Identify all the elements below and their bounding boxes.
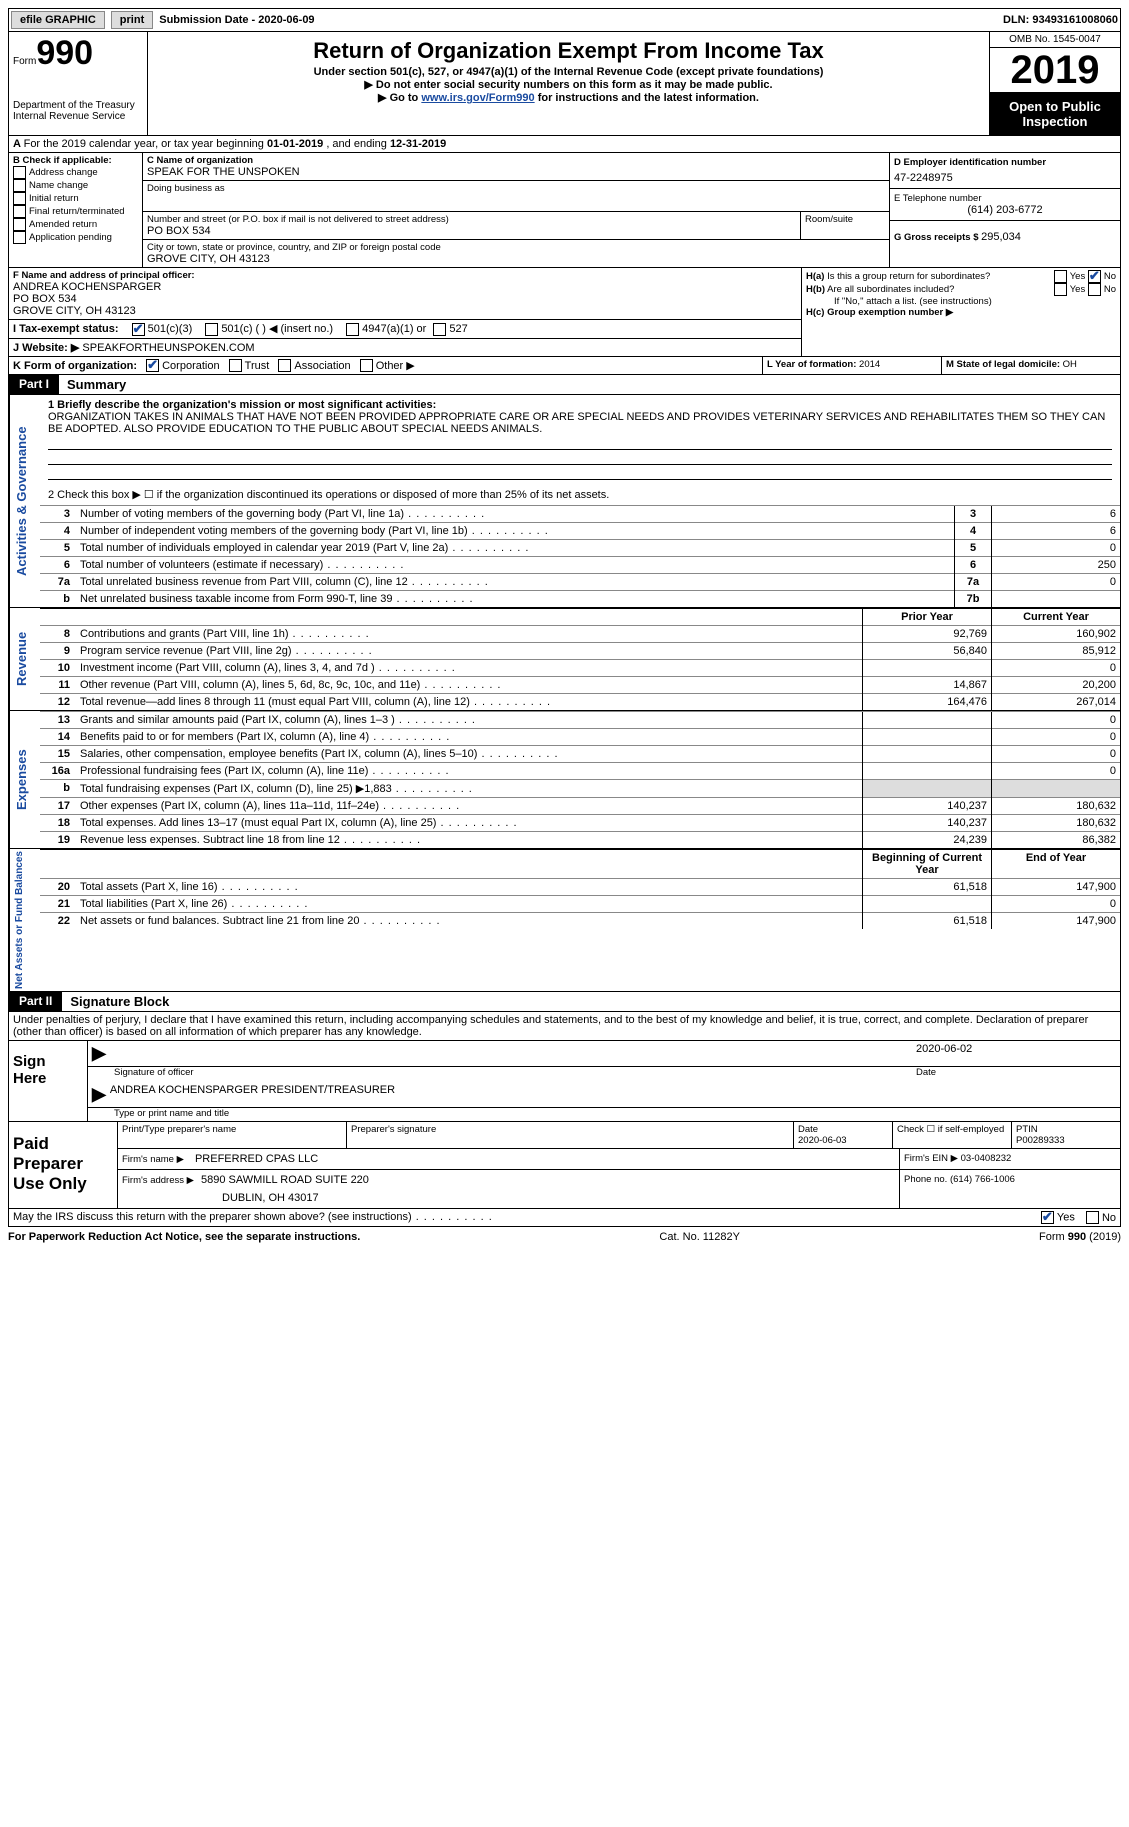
netassets-table: Beginning of Current YearEnd of Year20To… [40,849,1120,929]
arrow-icon: ▶ [92,1084,106,1105]
part2-header: Part II Signature Block [8,992,1121,1012]
identity-block: B Check if applicable: Address change Na… [8,153,1121,268]
instructions-link[interactable]: www.irs.gov/Form990 [421,92,534,104]
submission-date-label: Submission Date - 2020-06-09 [159,14,314,26]
print-button[interactable]: print [111,11,153,29]
part1-expenses: Expenses 13Grants and similar amounts pa… [8,711,1121,849]
part1-header: Part I Summary [8,375,1121,395]
check-b: B Check if applicable: Address change Na… [9,153,143,267]
expenses-table: 13Grants and similar amounts paid (Part … [40,711,1120,848]
klm-row: K Form of organization: Corporation Trus… [8,357,1121,376]
revenue-table: Prior YearCurrent Year8Contributions and… [40,608,1120,710]
form-title-box: Return of Organization Exempt From Incom… [148,32,989,135]
form-number-box: Form990 Department of the Treasury Inter… [9,32,148,135]
dln: DLN: 93493161008060 [1003,14,1118,26]
form-footer-right: Form 990 (2019) [1039,1231,1121,1243]
arrow-icon: ▶ [92,1043,106,1064]
part1-body: Activities & Governance 1 Briefly descri… [8,395,1121,608]
governance-table: 3Number of voting members of the governi… [40,505,1120,607]
vlabel-expenses: Expenses [9,711,40,848]
paid-preparer-block: Paid Preparer Use Only Print/Type prepar… [8,1122,1121,1209]
top-bar: efile GRAPHIC print Submission Date - 20… [8,8,1121,32]
vlabel-revenue: Revenue [9,608,40,710]
form-header: Form990 Department of the Treasury Inter… [8,32,1121,136]
efile-label: efile GRAPHIC [11,11,105,29]
may-irs-row: May the IRS discuss this return with the… [8,1209,1121,1227]
section-c: C Name of organization SPEAK FOR THE UNS… [143,153,890,267]
line-a: A For the 2019 calendar year, or tax yea… [8,136,1121,153]
footer: For Paperwork Reduction Act Notice, see … [8,1227,1121,1243]
part1-netassets: Net Assets or Fund Balances Beginning of… [8,849,1121,992]
form-title: Return of Organization Exempt From Incom… [154,38,983,64]
part1-revenue: Revenue Prior YearCurrent Year8Contribut… [8,608,1121,711]
vlabel-netassets: Net Assets or Fund Balances [9,849,40,991]
year-box: OMB No. 1545-0047 2019 Open to Public In… [989,32,1120,135]
declaration: Under penalties of perjury, I declare th… [8,1012,1121,1041]
section-d: D Employer identification number 47-2248… [890,153,1120,267]
officer-h-block: F Name and address of principal officer:… [8,268,1121,357]
vlabel-governance: Activities & Governance [9,395,40,607]
sign-here-block: Sign Here ▶ 2020-06-02 Signature of offi… [8,1041,1121,1122]
